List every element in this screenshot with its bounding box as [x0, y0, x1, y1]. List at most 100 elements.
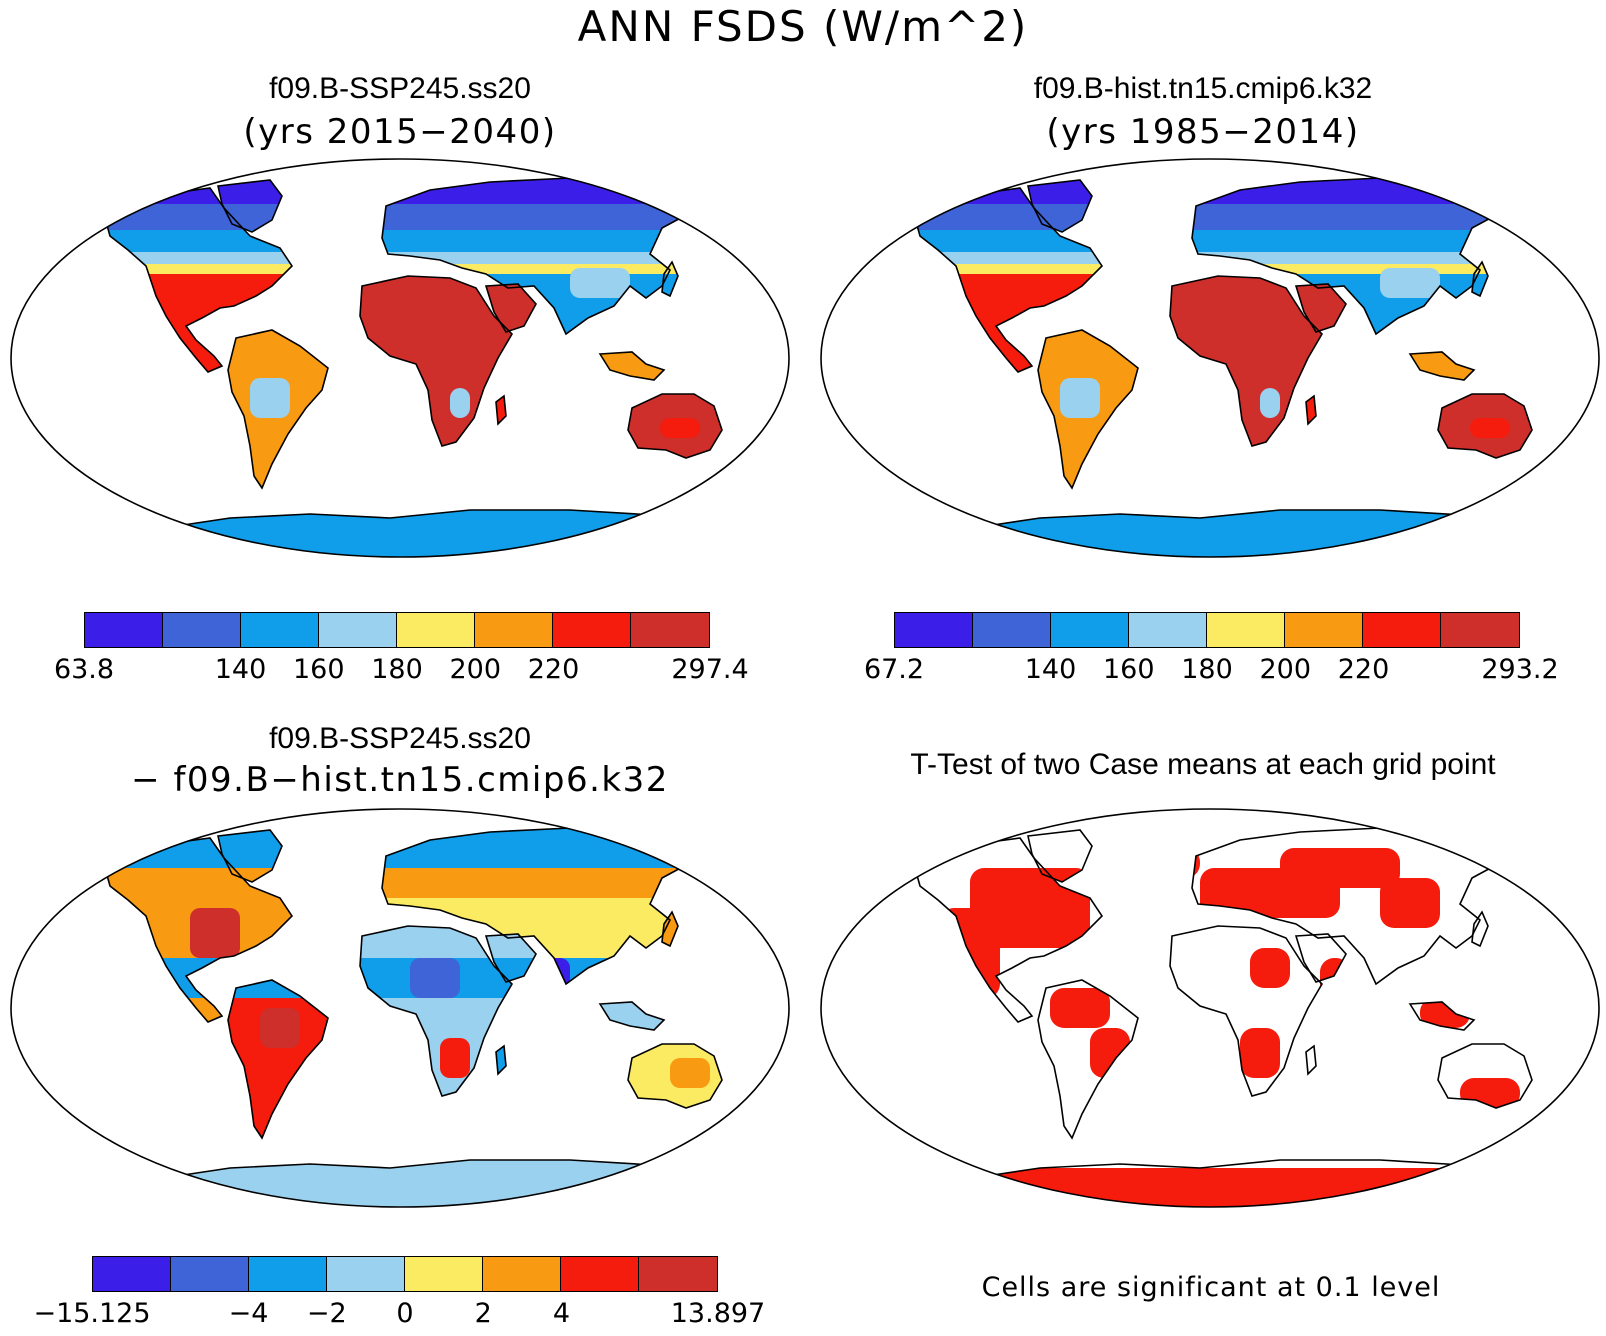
map-border: [10, 808, 790, 1208]
panel-case2-subtitle: (yrs 1985−2014): [1046, 112, 1360, 152]
panel-case1-subtitle: (yrs 2015−2040): [243, 112, 557, 152]
colorbar-diff-swatch: [639, 1257, 717, 1291]
coastline-north-america: [104, 837, 294, 1023]
coastline-arabia: [1294, 933, 1347, 983]
colorbar-diff-swatch: [327, 1257, 405, 1291]
panel-case1-title: f09.B-SSP245.ss20: [269, 72, 531, 105]
colorbar-case2-swatch: [1129, 613, 1207, 647]
colorbar-case2-tick-label: 160: [1102, 654, 1155, 685]
colorbar-case1-swatch: [319, 613, 397, 647]
land-japan: [662, 912, 678, 946]
colorbar-case2-swatch: [1363, 613, 1441, 647]
colorbar-case2-tick-label: 180: [1181, 654, 1233, 685]
value-patch: [1380, 268, 1440, 298]
colorbar-case2-swatch: [973, 613, 1051, 647]
latitude-band: [105, 868, 730, 898]
coastline-japan: [661, 910, 679, 948]
land-madagascar: [1306, 396, 1316, 424]
land-arabia: [1296, 284, 1346, 332]
coastline-arabia: [484, 283, 537, 333]
colorbar-case1-swatch: [397, 613, 475, 647]
value-patch: [1470, 418, 1510, 438]
map-border: [820, 808, 1600, 1208]
coastline-madagascar: [1305, 1044, 1317, 1076]
value-patch: [570, 268, 630, 298]
coastline-south-america: [227, 979, 329, 1140]
coastline-maritime-continent: [1408, 1001, 1476, 1031]
coastline-japan: [661, 260, 679, 298]
coastline-south-america: [1037, 979, 1139, 1140]
panel-diff-subtitle: − f09.B−hist.tn15.cmip6.k32: [131, 760, 669, 800]
colorbar-diff-swatch: [405, 1257, 483, 1291]
colorbar-case1-boxes: [84, 612, 710, 648]
coastline-australia: [1437, 1043, 1533, 1109]
colorbar-diff-tick-label: 13.897: [670, 1298, 766, 1329]
colorbar-case2-swatch: [1207, 613, 1285, 647]
land-maritime-continent: [600, 1002, 664, 1030]
value-patch: [450, 388, 470, 418]
colorbar-diff-boxes: [92, 1256, 718, 1292]
sig-region: [1280, 848, 1400, 888]
coastline-madagascar: [495, 1044, 507, 1076]
colorbar-diff-tick-label: −2: [306, 1298, 347, 1329]
colorbar-case2-swatch: [895, 613, 973, 647]
value-patch: [410, 958, 460, 998]
colorbar-diff-tick-label: 2: [474, 1298, 492, 1329]
sig-region: [1250, 948, 1290, 988]
land-arabia: [486, 284, 536, 332]
map-border: [820, 158, 1600, 558]
colorbar-case2-boxes: [894, 612, 1520, 648]
panel-case2-title: f09.B-hist.tn15.cmip6.k32: [1033, 72, 1373, 105]
coastline-south-america: [1037, 329, 1139, 490]
coastline-japan: [1471, 260, 1489, 298]
colorbar-case1-swatch: [163, 613, 241, 647]
colorbar-case1-swatch: [475, 613, 553, 647]
coastline-africa: [1169, 275, 1324, 447]
coastline-south-america: [227, 329, 329, 490]
map-border: [10, 158, 790, 558]
coastline-arabia: [1294, 283, 1347, 333]
map-case1: [10, 158, 790, 558]
coastline-africa: [359, 925, 514, 1097]
colorbar-case2: 67.2 140 160 180 200 220 293.2: [864, 612, 1559, 692]
land-south-america: [228, 980, 328, 1138]
colorbar-case1-tick-label: 200: [449, 654, 502, 685]
latitude-band: [105, 204, 730, 230]
colorbar-case1-swatch: [85, 613, 163, 647]
value-patch: [660, 418, 700, 438]
land-madagascar: [1306, 1046, 1316, 1074]
land-japan: [1472, 912, 1488, 946]
colorbar-case2-tick-label: 140: [1024, 654, 1077, 685]
coastline-africa: [359, 275, 514, 447]
colorbar-case1-swatch: [553, 613, 631, 647]
colorbar-case2-tick-label: 200: [1259, 654, 1312, 685]
land-madagascar: [496, 1046, 506, 1074]
colorbar-case2-tick-label: 220: [1337, 654, 1390, 685]
value-patch: [250, 378, 290, 418]
coastline-australia: [1437, 393, 1533, 459]
colorbar-case1-swatch: [631, 613, 709, 647]
value-patch: [1200, 298, 1280, 358]
coastline-africa: [1169, 925, 1324, 1097]
coastline-madagascar: [495, 394, 507, 426]
colorbar-diff-swatch: [171, 1257, 249, 1291]
panel-diff-title: f09.B-SSP245.ss20: [269, 722, 531, 755]
value-patch: [670, 1058, 710, 1088]
coastline-north-america: [104, 187, 294, 373]
coastline-maritime-continent: [598, 351, 666, 381]
colorbar-diff-tick-label: −15.125: [33, 1298, 151, 1329]
coastline-arabia: [484, 933, 537, 983]
sig-region: [1380, 878, 1440, 928]
coastline-japan: [1471, 910, 1489, 948]
sig-region: [1050, 988, 1110, 1028]
land-madagascar: [496, 396, 506, 424]
land-maritime-continent: [1410, 352, 1474, 380]
colorbar-diff-swatch: [483, 1257, 561, 1291]
colorbar-diff-tick-label: −4: [228, 1298, 269, 1329]
map-ttest: [820, 808, 1600, 1208]
sig-region: [1240, 1028, 1280, 1078]
colorbar-diff-tick-label: 4: [552, 1298, 571, 1329]
value-patch: [440, 1038, 470, 1078]
colorbar-diff-swatch: [561, 1257, 639, 1291]
colorbar-case2-swatch: [1441, 613, 1519, 647]
